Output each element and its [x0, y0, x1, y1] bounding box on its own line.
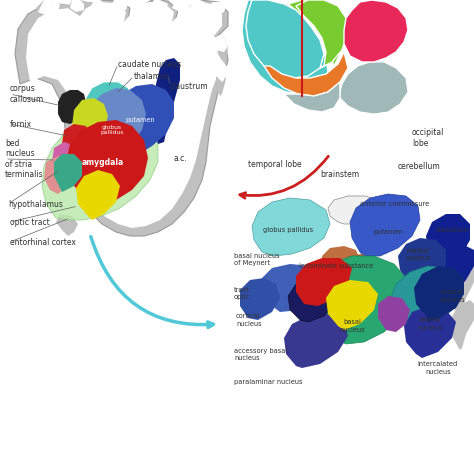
Polygon shape [444, 246, 474, 296]
Text: amygdala: amygdala [82, 157, 124, 166]
Polygon shape [450, 300, 474, 350]
Polygon shape [110, 0, 128, 12]
Text: central
nucleus: central nucleus [439, 290, 465, 302]
Polygon shape [86, 82, 132, 126]
Text: innominate substance: innominate substance [299, 263, 373, 269]
Text: cortical
nucleus: cortical nucleus [236, 313, 262, 327]
Text: globus
pallidus: globus pallidus [100, 125, 124, 136]
Polygon shape [70, 0, 84, 12]
Text: cerebellum: cerebellum [398, 162, 441, 171]
Text: globus pallidus: globus pallidus [263, 227, 313, 233]
Text: hypothalamus: hypothalamus [8, 200, 63, 209]
Polygon shape [58, 90, 86, 124]
Polygon shape [172, 0, 190, 12]
Text: entorhinal cortex: entorhinal cortex [10, 237, 76, 246]
Polygon shape [38, 0, 60, 16]
Polygon shape [288, 278, 338, 322]
Polygon shape [240, 278, 280, 320]
Polygon shape [284, 82, 340, 112]
Polygon shape [36, 0, 74, 18]
Polygon shape [328, 196, 382, 224]
Polygon shape [150, 0, 168, 12]
Polygon shape [450, 262, 474, 318]
Text: medial
nucleus: medial nucleus [405, 247, 431, 261]
Polygon shape [86, 88, 146, 160]
Polygon shape [326, 280, 378, 330]
Polygon shape [288, 0, 344, 84]
Polygon shape [54, 154, 82, 192]
Text: optic tract: optic tract [10, 218, 50, 227]
Polygon shape [108, 84, 174, 160]
Text: claustrum: claustrum [170, 82, 209, 91]
Polygon shape [398, 238, 446, 284]
Text: fornix: fornix [10, 119, 32, 128]
Text: corpus
callosum: corpus callosum [10, 84, 44, 104]
Polygon shape [322, 246, 360, 278]
Text: bed
nucleus
of stria
terminalis: bed nucleus of stria terminalis [5, 139, 44, 179]
Text: temporal lobe: temporal lobe [248, 159, 301, 168]
Polygon shape [90, 0, 106, 12]
Text: intercalated
nucleus: intercalated nucleus [418, 362, 458, 374]
Polygon shape [350, 194, 420, 256]
Polygon shape [56, 214, 78, 236]
Polygon shape [304, 256, 408, 344]
Polygon shape [68, 0, 98, 16]
Polygon shape [44, 156, 74, 194]
Text: putamen: putamen [125, 117, 155, 123]
Text: basal
nucleus: basal nucleus [339, 319, 365, 332]
Text: basal nucleus
of Meynert: basal nucleus of Meynert [234, 254, 280, 266]
Polygon shape [72, 98, 108, 146]
Text: occipital
lobe: occipital lobe [412, 128, 444, 148]
Polygon shape [252, 198, 330, 256]
Polygon shape [190, 0, 208, 12]
Polygon shape [66, 120, 148, 204]
Polygon shape [296, 0, 348, 68]
Text: brainstem: brainstem [320, 170, 359, 179]
Text: putamen: putamen [373, 229, 403, 235]
Polygon shape [42, 116, 158, 220]
Text: a.c.: a.c. [174, 154, 188, 163]
Text: lateral
nucleus: lateral nucleus [417, 318, 443, 330]
Text: caudate nucleus: caudate nucleus [118, 60, 181, 69]
Polygon shape [130, 0, 148, 12]
Text: thalamus: thalamus [134, 72, 170, 81]
Text: paralaminar nucleus: paralaminar nucleus [234, 379, 302, 385]
Polygon shape [52, 142, 80, 178]
Polygon shape [344, 0, 408, 62]
Polygon shape [62, 124, 92, 160]
Polygon shape [242, 0, 328, 94]
Text: claustrum: claustrum [436, 227, 469, 233]
Text: anterior commissure: anterior commissure [360, 201, 429, 207]
Polygon shape [210, 2, 226, 16]
Polygon shape [262, 264, 330, 312]
Polygon shape [404, 306, 456, 358]
Polygon shape [340, 62, 408, 114]
Polygon shape [264, 52, 348, 96]
Polygon shape [214, 34, 228, 52]
Polygon shape [216, 34, 228, 64]
Polygon shape [246, 0, 324, 78]
Polygon shape [76, 170, 120, 220]
Polygon shape [26, 2, 222, 228]
Polygon shape [154, 58, 180, 144]
Text: tract
optic: tract optic [234, 288, 250, 301]
Text: accessory basal
nucleus: accessory basal nucleus [234, 347, 287, 361]
Polygon shape [216, 66, 226, 96]
Polygon shape [15, 0, 228, 236]
Polygon shape [390, 266, 460, 332]
Polygon shape [426, 214, 470, 266]
Polygon shape [216, 60, 228, 82]
Polygon shape [284, 314, 348, 368]
Polygon shape [296, 258, 352, 306]
Polygon shape [340, 254, 374, 288]
Polygon shape [378, 296, 410, 332]
Polygon shape [414, 266, 464, 322]
